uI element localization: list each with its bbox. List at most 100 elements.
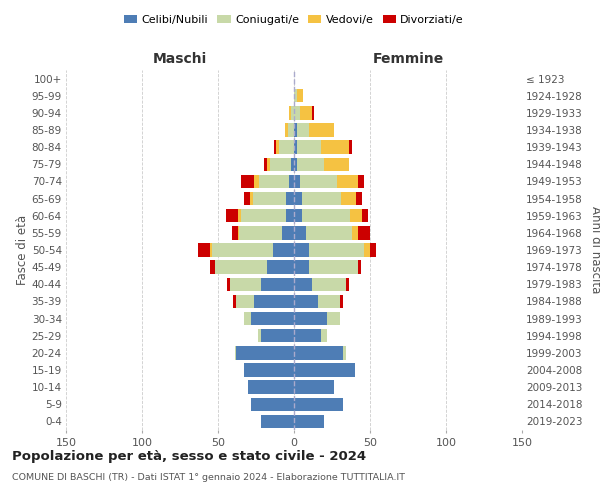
- Bar: [198, 244, 211, 256]
- Bar: [239, 226, 282, 239]
- Bar: [341, 192, 356, 205]
- Bar: [294, 312, 328, 326]
- Bar: [254, 294, 294, 308]
- Text: Popolazione per età, sesso e stato civile - 2024: Popolazione per età, sesso e stato civil…: [12, 450, 366, 463]
- Bar: [352, 226, 358, 239]
- Bar: [309, 244, 364, 256]
- Bar: [215, 260, 266, 274]
- Bar: [289, 174, 294, 188]
- Bar: [288, 124, 294, 136]
- Bar: [236, 294, 254, 308]
- Bar: [297, 158, 325, 171]
- Bar: [294, 294, 319, 308]
- Bar: [294, 209, 302, 222]
- Bar: [227, 278, 230, 291]
- Bar: [226, 209, 238, 222]
- Bar: [282, 226, 294, 239]
- Bar: [294, 158, 297, 171]
- Bar: [291, 158, 294, 171]
- Bar: [294, 364, 355, 376]
- Bar: [356, 192, 362, 205]
- Bar: [322, 329, 328, 342]
- Bar: [294, 89, 297, 102]
- Bar: [232, 226, 238, 239]
- Bar: [266, 260, 294, 274]
- Bar: [294, 346, 343, 360]
- Bar: [286, 192, 294, 205]
- Bar: [241, 174, 254, 188]
- Bar: [257, 329, 260, 342]
- Bar: [211, 244, 212, 256]
- Bar: [294, 329, 322, 342]
- Bar: [294, 140, 297, 154]
- Bar: [273, 244, 294, 256]
- Bar: [294, 174, 300, 188]
- Bar: [238, 226, 239, 239]
- Bar: [294, 106, 300, 120]
- Bar: [294, 278, 312, 291]
- Bar: [294, 414, 325, 428]
- Bar: [309, 260, 358, 274]
- Bar: [244, 192, 250, 205]
- Bar: [300, 174, 337, 188]
- Bar: [358, 174, 364, 188]
- Bar: [362, 209, 368, 222]
- Bar: [294, 192, 302, 205]
- Bar: [263, 158, 266, 171]
- Bar: [294, 398, 343, 411]
- Bar: [248, 380, 294, 394]
- Bar: [235, 346, 236, 360]
- Bar: [279, 140, 294, 154]
- Bar: [294, 260, 309, 274]
- Bar: [346, 278, 349, 291]
- Bar: [340, 294, 343, 308]
- Bar: [250, 192, 253, 205]
- Bar: [254, 174, 259, 188]
- Bar: [294, 244, 309, 256]
- Bar: [370, 244, 376, 256]
- Bar: [230, 278, 260, 291]
- Bar: [358, 260, 361, 274]
- Bar: [294, 124, 297, 136]
- Text: Femmine: Femmine: [373, 52, 443, 66]
- Bar: [212, 244, 273, 256]
- Legend: Celibi/Nubili, Coniugati/e, Vedovi/e, Divorziati/e: Celibi/Nubili, Coniugati/e, Vedovi/e, Di…: [119, 11, 469, 30]
- Bar: [260, 329, 294, 342]
- Bar: [349, 140, 352, 154]
- Bar: [297, 140, 322, 154]
- Bar: [211, 260, 215, 274]
- Bar: [312, 106, 314, 120]
- Bar: [238, 209, 241, 222]
- Bar: [294, 380, 334, 394]
- Y-axis label: Fasce di età: Fasce di età: [16, 215, 29, 285]
- Bar: [364, 244, 370, 256]
- Bar: [286, 209, 294, 222]
- Bar: [328, 312, 340, 326]
- Bar: [309, 124, 334, 136]
- Bar: [266, 158, 269, 171]
- Bar: [244, 364, 294, 376]
- Bar: [276, 140, 279, 154]
- Bar: [358, 226, 370, 239]
- Bar: [343, 346, 346, 360]
- Bar: [259, 174, 289, 188]
- Bar: [236, 346, 294, 360]
- Bar: [322, 140, 349, 154]
- Bar: [251, 312, 294, 326]
- Bar: [312, 278, 346, 291]
- Bar: [302, 209, 350, 222]
- Bar: [251, 398, 294, 411]
- Bar: [269, 158, 291, 171]
- Bar: [297, 124, 309, 136]
- Bar: [300, 106, 312, 120]
- Bar: [337, 174, 358, 188]
- Text: Maschi: Maschi: [153, 52, 207, 66]
- Bar: [297, 89, 303, 102]
- Bar: [233, 294, 236, 308]
- Bar: [260, 278, 294, 291]
- Bar: [325, 158, 349, 171]
- Bar: [319, 294, 340, 308]
- Text: COMUNE DI BASCHI (TR) - Dati ISTAT 1° gennaio 2024 - Elaborazione TUTTITALIA.IT: COMUNE DI BASCHI (TR) - Dati ISTAT 1° ge…: [12, 472, 405, 482]
- Bar: [302, 192, 341, 205]
- Bar: [253, 192, 286, 205]
